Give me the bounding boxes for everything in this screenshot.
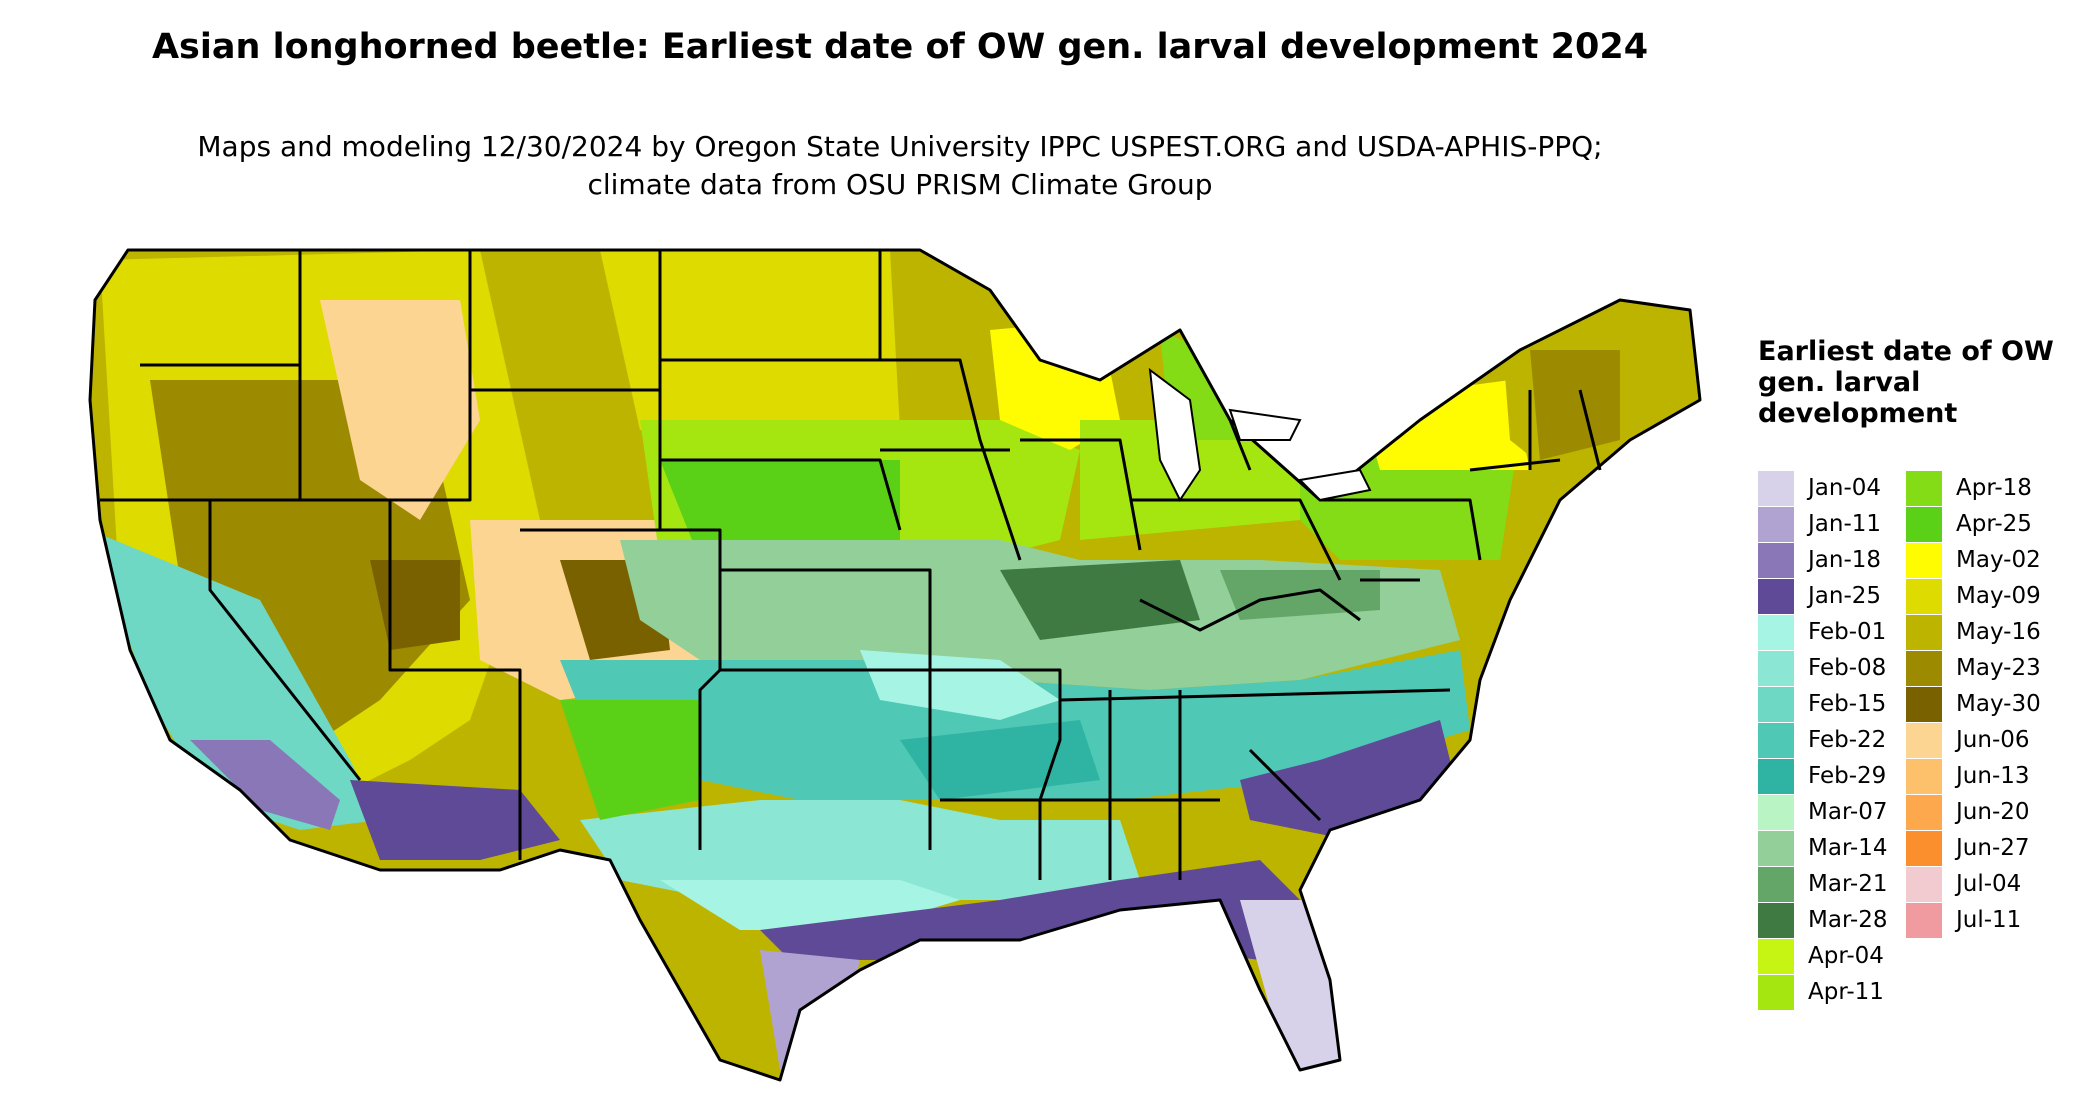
legend-item: Feb-01 [1758,614,1886,650]
legend-item: Jan-04 [1758,470,1881,506]
legend-label: Apr-04 [1808,943,1884,969]
legend-swatch [1758,830,1794,866]
legend-swatch [1906,794,1942,830]
legend-swatch [1758,578,1794,614]
legend-swatch [1758,794,1794,830]
legend-swatch [1906,614,1942,650]
legend-swatch [1906,722,1942,758]
legend-swatch [1758,722,1794,758]
legend-item: Apr-18 [1906,470,2032,506]
legend-label: May-23 [1956,655,2041,681]
legend-swatch [1906,758,1942,794]
legend-label: Mar-07 [1808,799,1888,825]
legend-label: Jun-20 [1956,799,2030,825]
legend-label: May-30 [1956,691,2041,717]
legend-swatch [1758,938,1794,974]
legend-item: Jan-18 [1758,542,1881,578]
legend-item: Apr-04 [1758,938,1884,974]
legend-item: Jul-11 [1906,902,2021,938]
legend: Jan-04 Jan-11 Jan-18 Jan-25 Feb-01 Feb-0… [1758,470,2088,1020]
legend-label: Mar-28 [1808,907,1888,933]
legend-item: Feb-22 [1758,722,1886,758]
legend-label: Jun-06 [1956,727,2030,753]
legend-item: Jun-20 [1906,794,2030,830]
legend-swatch [1758,902,1794,938]
legend-swatch [1906,578,1942,614]
legend-label: Feb-29 [1808,763,1887,789]
legend-swatch [1906,866,1942,902]
legend-label: May-09 [1956,583,2041,609]
legend-item: Feb-08 [1758,650,1886,686]
legend-item: May-30 [1906,686,2041,722]
state-boundaries [88,248,1702,1082]
legend-label: Jun-13 [1956,763,2030,789]
legend-label: Jan-11 [1808,511,1882,537]
legend-label: Apr-25 [1956,511,2032,537]
legend-swatch [1906,650,1942,686]
legend-item: Mar-21 [1758,866,1888,902]
legend-swatch [1906,506,1942,542]
legend-label: Jul-04 [1956,871,2022,897]
legend-label: May-16 [1956,619,2041,645]
map-subtitle: Maps and modeling 12/30/2024 by Oregon S… [197,130,1603,201]
legend-label: Feb-22 [1808,727,1887,753]
legend-label: May-02 [1956,547,2041,573]
legend-swatch [1758,614,1794,650]
legend-label: Jan-04 [1808,475,1882,501]
legend-swatch [1906,830,1942,866]
legend-item: Feb-15 [1758,686,1886,722]
legend-item: May-02 [1906,542,2041,578]
legend-swatch [1758,686,1794,722]
legend-title: Earliest date of OW gen. larval developm… [1758,336,2054,429]
legend-label: Jul-11 [1956,907,2022,933]
legend-item: Feb-29 [1758,758,1886,794]
legend-item: Apr-25 [1906,506,2032,542]
legend-item: Jan-11 [1758,506,1881,542]
legend-item: May-16 [1906,614,2041,650]
legend-swatch [1758,506,1794,542]
legend-swatch [1758,974,1794,1010]
legend-item: May-09 [1906,578,2041,614]
legend-swatch [1758,758,1794,794]
legend-label: Apr-18 [1956,475,2032,501]
legend-swatch [1758,470,1794,506]
legend-swatch [1906,902,1942,938]
legend-swatch [1906,686,1942,722]
great-lakes [1148,367,1372,502]
legend-item: Jun-06 [1906,722,2030,758]
legend-item: Jun-13 [1906,758,2030,794]
us-map [88,248,1702,1082]
legend-label: Feb-08 [1808,655,1887,681]
legend-label: Mar-14 [1808,835,1888,861]
legend-label: Mar-21 [1808,871,1888,897]
legend-item: Apr-11 [1758,974,1884,1010]
legend-swatch [1758,542,1794,578]
legend-item: Mar-07 [1758,794,1888,830]
legend-item: Mar-14 [1758,830,1888,866]
legend-label: Jan-25 [1808,583,1882,609]
legend-item: May-23 [1906,650,2041,686]
legend-label: Apr-11 [1808,979,1884,1005]
legend-label: Jun-27 [1956,835,2030,861]
legend-item: Mar-28 [1758,902,1888,938]
legend-swatch [1758,866,1794,902]
map-title: Asian longhorned beetle: Earliest date o… [151,27,1649,67]
legend-swatch [1906,542,1942,578]
legend-item: Jun-27 [1906,830,2030,866]
legend-label: Jan-18 [1808,547,1882,573]
legend-label: Feb-15 [1808,691,1887,717]
legend-swatch [1758,650,1794,686]
legend-item: Jan-25 [1758,578,1881,614]
legend-swatch [1906,470,1942,506]
legend-item: Jul-04 [1906,866,2021,902]
legend-label: Feb-01 [1808,619,1887,645]
